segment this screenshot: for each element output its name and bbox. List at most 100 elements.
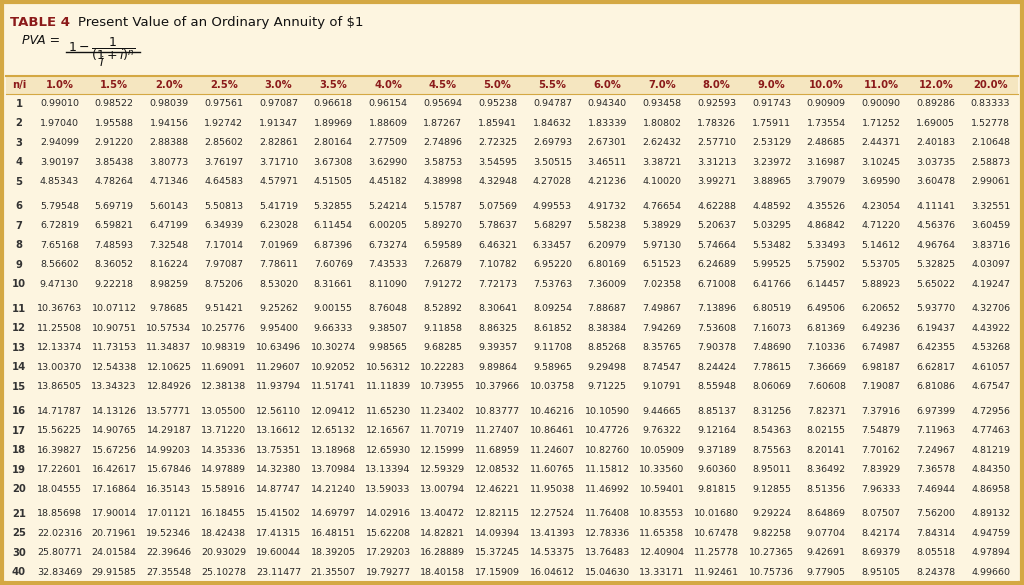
Text: 11.70719: 11.70719 [420,426,465,435]
Text: 7.11963: 7.11963 [916,426,955,435]
Text: 4.71346: 4.71346 [150,177,188,186]
Text: 9.10791: 9.10791 [642,382,681,391]
Text: 10.03758: 10.03758 [529,382,574,391]
Text: 22.39646: 22.39646 [146,548,191,558]
Text: 8.31661: 8.31661 [313,280,353,289]
Text: 10.98319: 10.98319 [201,343,247,352]
Text: 11.46992: 11.46992 [585,485,630,494]
Text: 19.79277: 19.79277 [366,568,411,577]
Text: 6.24689: 6.24689 [697,260,736,269]
Text: 5.41719: 5.41719 [259,202,298,211]
Text: 4.86958: 4.86958 [971,485,1010,494]
Text: 13.70984: 13.70984 [310,465,356,474]
Text: 17: 17 [12,426,26,436]
Bar [6,377,1018,397]
Text: 4.11141: 4.11141 [916,202,955,211]
Text: 6.81086: 6.81086 [916,382,955,391]
Bar [6,338,1018,357]
Text: 4.84350: 4.84350 [971,465,1010,474]
Text: 12.27524: 12.27524 [529,510,574,518]
Text: 24.01584: 24.01584 [92,548,136,558]
Text: 29.91585: 29.91585 [92,568,136,577]
Text: 10.47726: 10.47726 [585,426,630,435]
Text: 7.16073: 7.16073 [752,324,792,333]
Text: 0.98039: 0.98039 [150,99,188,108]
Text: 18.04555: 18.04555 [37,485,82,494]
Text: 7.60608: 7.60608 [807,382,846,391]
Text: 2.88388: 2.88388 [150,138,188,147]
Text: 11.11839: 11.11839 [366,382,411,391]
Text: 13.40472: 13.40472 [420,510,465,518]
Text: 10.82760: 10.82760 [585,446,630,455]
Text: 2.69793: 2.69793 [532,138,572,147]
Text: 9.42691: 9.42691 [807,548,846,558]
Bar [6,113,1018,133]
Text: 17.01121: 17.01121 [146,510,191,518]
Text: 7.82371: 7.82371 [807,407,846,416]
Text: 9.95400: 9.95400 [259,324,298,333]
Text: 12.40904: 12.40904 [639,548,684,558]
Text: 8.95105: 8.95105 [861,568,900,577]
Text: 8.05518: 8.05518 [916,548,955,558]
Text: 8.53020: 8.53020 [259,280,298,289]
Text: 6.98187: 6.98187 [861,363,900,371]
Text: 6.33457: 6.33457 [532,241,572,250]
Text: 11: 11 [12,304,27,314]
Text: 11.69091: 11.69091 [202,363,246,371]
Bar [6,255,1018,274]
Text: 3.10245: 3.10245 [861,158,901,167]
Text: 12.0%: 12.0% [919,80,953,90]
Text: 4.71220: 4.71220 [861,221,900,230]
Text: 1.80802: 1.80802 [642,119,681,128]
Text: 9.39357: 9.39357 [478,343,517,352]
Text: 4.35526: 4.35526 [807,202,846,211]
Text: 2.62432: 2.62432 [642,138,682,147]
Text: 8.95011: 8.95011 [752,465,791,474]
Text: 7.01969: 7.01969 [259,241,298,250]
Text: 0.93458: 0.93458 [642,99,682,108]
Text: 8.24378: 8.24378 [916,568,955,577]
Text: 13.57771: 13.57771 [146,407,191,416]
Text: 1.52778: 1.52778 [971,119,1010,128]
Text: 9.00155: 9.00155 [313,304,353,313]
Text: 5.07569: 5.07569 [478,202,517,211]
Text: 3.5%: 3.5% [319,80,347,90]
Text: 6.62817: 6.62817 [916,363,955,371]
Text: 5.97130: 5.97130 [642,241,682,250]
Text: 1.78326: 1.78326 [697,119,736,128]
Text: 1.69005: 1.69005 [916,119,955,128]
Text: 16.18455: 16.18455 [202,510,246,518]
Text: 6.20979: 6.20979 [588,241,627,250]
Text: 9.11708: 9.11708 [532,343,571,352]
Text: 8.85268: 8.85268 [588,343,627,352]
Text: 3.85438: 3.85438 [94,158,134,167]
Text: 2.58873: 2.58873 [971,158,1010,167]
Text: 3.60459: 3.60459 [971,221,1010,230]
Text: 13: 13 [12,343,26,353]
Text: 5: 5 [15,177,23,187]
Text: TABLE 4: TABLE 4 [10,16,70,29]
Bar [6,153,1018,172]
Text: 4.32706: 4.32706 [971,304,1010,313]
Text: 18.39205: 18.39205 [310,548,356,558]
Text: 8.24424: 8.24424 [697,363,736,371]
Text: 16.28889: 16.28889 [420,548,465,558]
Text: 21: 21 [12,509,26,519]
Text: 7.43533: 7.43533 [369,260,408,269]
Bar [6,401,1018,421]
Text: 3.99271: 3.99271 [697,177,736,186]
Text: 7.78615: 7.78615 [752,363,791,371]
Text: 7.36009: 7.36009 [588,280,627,289]
Text: 7.19087: 7.19087 [861,382,900,391]
Text: 12.16567: 12.16567 [366,426,411,435]
Text: 6.72819: 6.72819 [40,221,79,230]
Text: 8.36492: 8.36492 [807,465,846,474]
Text: 10.83777: 10.83777 [475,407,520,416]
Text: 9.77905: 9.77905 [807,568,846,577]
Text: 13.76483: 13.76483 [585,548,630,558]
Text: 0.99010: 0.99010 [40,99,79,108]
Text: 6: 6 [15,201,23,211]
Text: 6.47199: 6.47199 [150,221,188,230]
Text: 1.89969: 1.89969 [313,119,353,128]
Text: 10.73955: 10.73955 [420,382,465,391]
